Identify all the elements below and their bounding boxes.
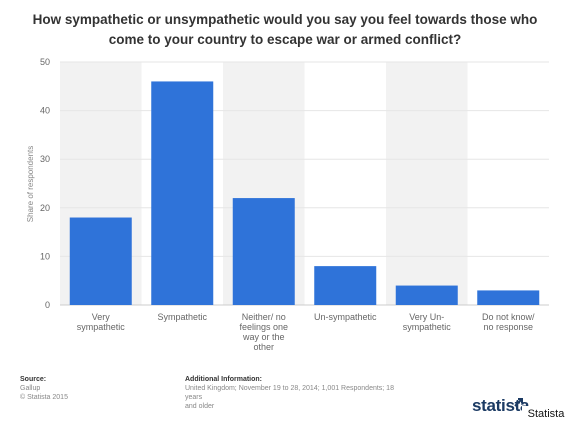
bar: [232, 198, 295, 305]
x-tick-label: Un-sympathetic: [314, 312, 377, 322]
bar: [477, 290, 540, 305]
y-tick-label: 0: [45, 300, 50, 310]
y-tick-label: 20: [40, 203, 50, 213]
y-axis-title: Share of respondents: [26, 146, 35, 223]
bar: [395, 285, 458, 305]
bar: [314, 266, 377, 305]
statista-arrow-icon: [514, 398, 523, 407]
category-band: [386, 62, 468, 305]
x-tick-label: Sympathetic: [157, 312, 207, 322]
source-block: Source: Gallup © Statista 2015: [20, 375, 68, 402]
x-tick-label: Neither/ no feelings one way or the other: [239, 312, 288, 352]
x-tick-label: Very sympathetic: [77, 312, 126, 332]
x-axis-labels: Very sympathetic Sympathetic Neither/ no fee…: [77, 312, 535, 352]
y-axis-ticks: 0 10 20 30 40 50: [40, 57, 50, 310]
x-tick-label: Do not know/no response: [482, 312, 535, 332]
statista-logo: statista: [472, 396, 530, 415]
additional-info-block: Additional Information: United Kingdom; …: [185, 375, 400, 411]
y-tick-label: 50: [40, 57, 50, 67]
additional-info-label: Additional Information:: [185, 376, 262, 383]
source-name: Gallup: [20, 385, 41, 392]
copyright-text: © Statista 2015: [20, 394, 68, 401]
bar: [151, 81, 214, 305]
x-tick-label: Very Un-sympathetic: [403, 312, 452, 332]
gridlines: [60, 61, 549, 306]
watermark: Statista: [522, 406, 570, 423]
chart-title: How sympathetic or unsympathetic would y…: [32, 12, 538, 47]
source-label: Source:: [20, 376, 47, 383]
y-tick-label: 10: [40, 251, 50, 261]
additional-info-text: United Kingdom; November 19 to 28, 2014;…: [185, 385, 394, 401]
additional-info-text-2: and older: [185, 403, 215, 410]
bar-chart: 0 10 20 30 40 50 Very sympathetic Sympathetic Ne…: [26, 57, 549, 352]
bar: [69, 217, 132, 305]
y-tick-label: 40: [40, 106, 50, 116]
y-tick-label: 30: [40, 154, 50, 164]
bars: [69, 81, 540, 305]
